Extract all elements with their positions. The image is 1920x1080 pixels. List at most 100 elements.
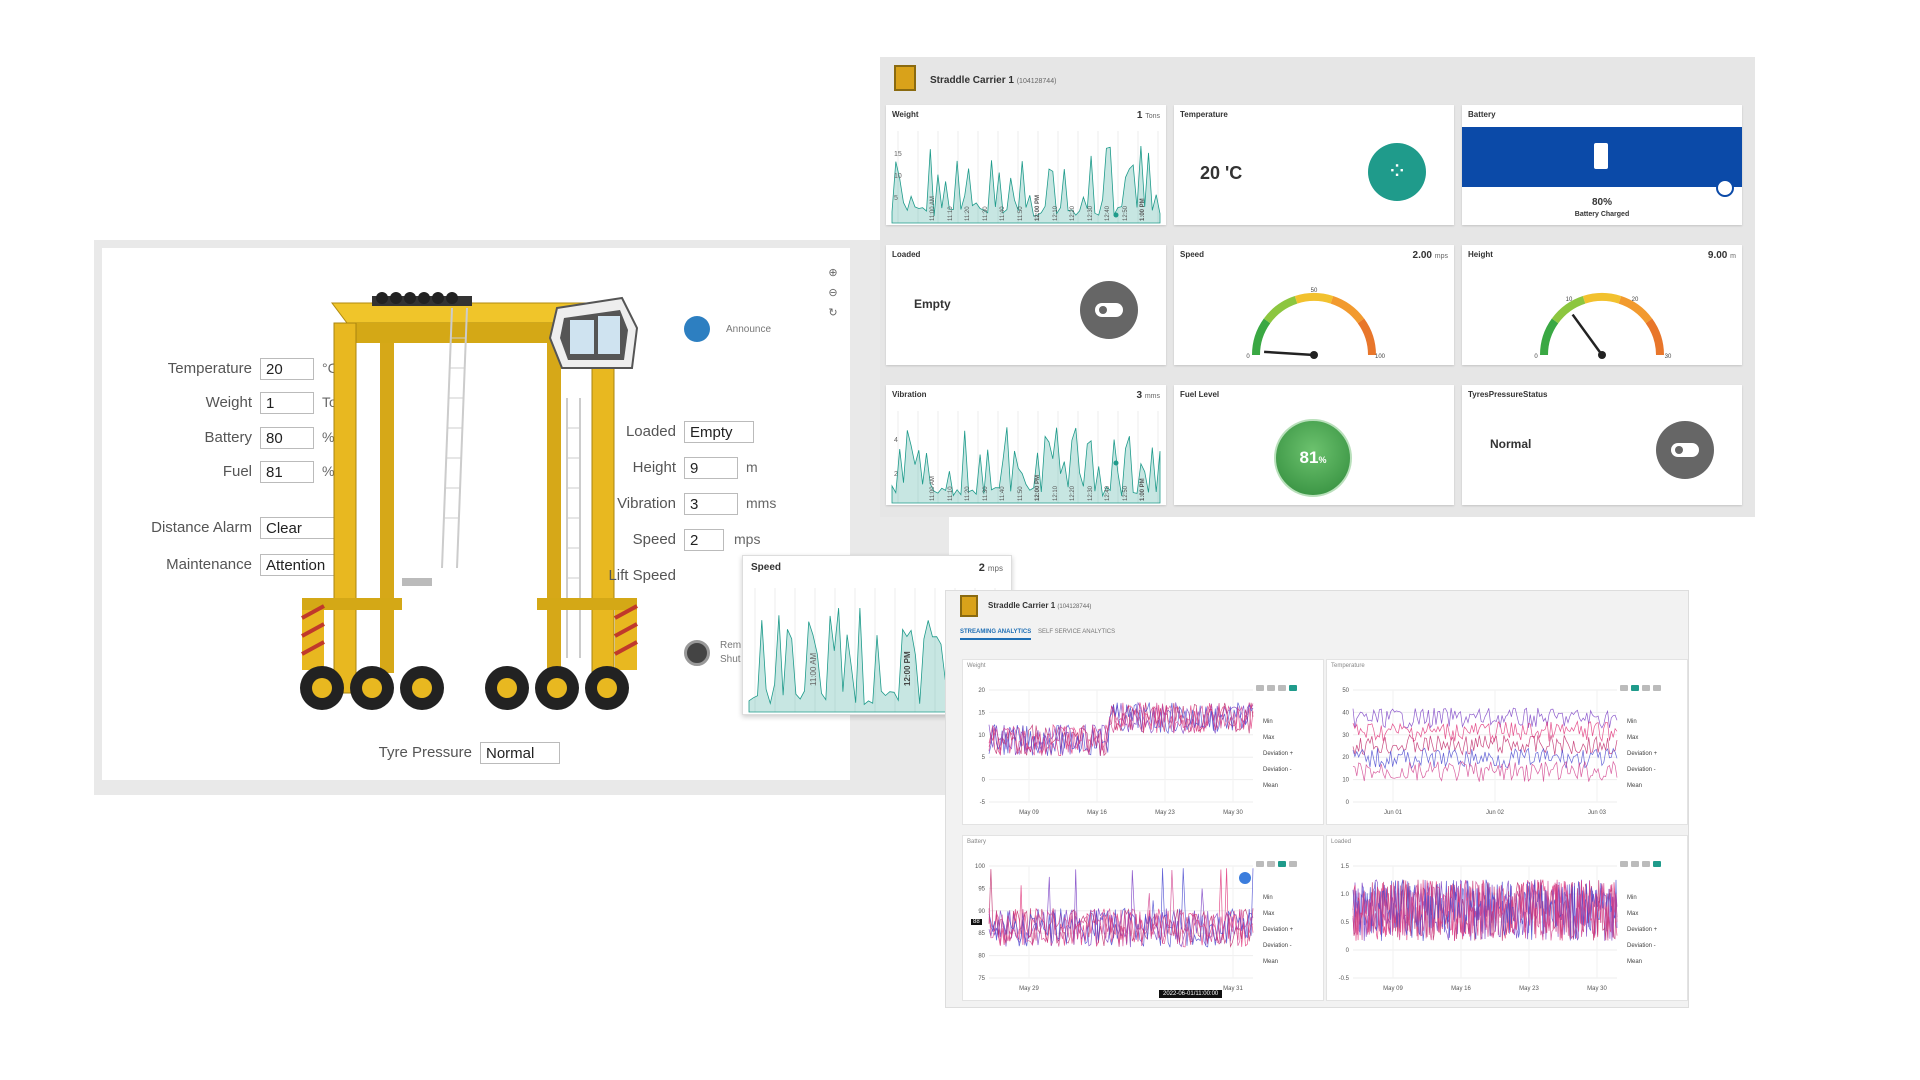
vibration-ytick-2: 2 [894, 471, 898, 478]
weight-card: Weight 1 Tons 15 10 5 11:00 AM 11:10 11:20… [886, 105, 1166, 225]
temperature-field[interactable]: 20 [260, 358, 314, 380]
x-tick-label: May 31 [1223, 986, 1243, 992]
weight-analytics-plot: 20 15 10 5 0 -5 May 09 May 16 May 23 May 30 [978, 688, 1254, 816]
gauge-arc [1252, 318, 1271, 356]
gauge-arc [1618, 296, 1653, 324]
temperature-card: Temperature 20 'C ⁘ [1174, 105, 1454, 225]
dashboard-title-text: Straddle Carrier 1 [930, 75, 1014, 86]
dashboard-id: (104128744) [1016, 78, 1057, 85]
temperature-label: Temperature [167, 360, 252, 377]
battery-legend: Min Max Deviation + Deviation - Mean [1263, 890, 1293, 970]
zoom-out-icon[interactable]: ⊖ [828, 287, 838, 299]
weight-value: 1 [1136, 110, 1143, 121]
speed-popup-sparkline [748, 588, 1006, 713]
weight-ytick-5: 5 [894, 195, 898, 202]
analytics-series [988, 702, 1254, 757]
legend-dev-plus: Deviation + [1627, 751, 1658, 757]
battery-field[interactable]: 80 [260, 427, 314, 449]
weight-card-value: 1 Tons [1137, 110, 1160, 121]
reset-view-icon[interactable]: ↻ [828, 307, 838, 319]
temperature-analytics-chart: Temperature 50 40 30 20 10 0 Jun 01 Jun 02 Jun 0… [1326, 659, 1688, 825]
legend-dev-minus: Deviation - [1263, 943, 1292, 949]
legend-max: Max [1263, 735, 1275, 741]
weight-ytick-15: 15 [894, 151, 902, 158]
battery-analytics-plot: 100 95 90 85 80 75 May 29 May 31 [975, 864, 1254, 992]
battery-chart-tools[interactable] [1253, 854, 1297, 872]
y-tick-label: 0 [1346, 800, 1350, 806]
carrier-logo-icon [894, 65, 916, 91]
speed-card-value: 2.00 mps [1413, 250, 1448, 261]
dashboard-title: Straddle Carrier 1 (104128744) [930, 75, 1056, 86]
loaded-card: Loaded Empty [886, 245, 1166, 365]
power-icon[interactable] [684, 640, 710, 666]
speed-unit: mps [734, 531, 761, 547]
y-tick-label: 0.5 [1341, 920, 1350, 926]
legend-max: Max [1627, 911, 1639, 917]
y-tick-label: 100 [975, 864, 986, 870]
battery-analytics-chart: Battery 100 95 90 85 80 75 May 29 May 31 2022-0… [962, 835, 1324, 1001]
tyres-toggle-icon [1656, 421, 1714, 479]
x-tick-label: May 16 [1451, 986, 1471, 992]
xtick-label: 12:20 [1070, 205, 1076, 221]
analytics-logo-icon [960, 595, 978, 617]
battery-expand-icon[interactable] [1239, 872, 1251, 884]
xtick-label: 12:30 [1087, 205, 1094, 221]
fuel-value: 81 [1299, 448, 1319, 467]
weight-chart-tools[interactable] [1253, 678, 1297, 696]
height-card-value: 9.00 m [1708, 250, 1736, 261]
xtick-label: 12:10 [1052, 205, 1059, 221]
announce-icon[interactable] [684, 316, 710, 342]
temperature-analytics-title: Temperature [1331, 663, 1365, 669]
legend-dev-plus: Deviation + [1627, 927, 1658, 933]
analytics-series [1352, 760, 1618, 782]
loaded-chart-tools[interactable] [1617, 854, 1661, 872]
battery-shield-icon [1716, 179, 1734, 197]
legend-max: Max [1263, 911, 1275, 917]
temperature-legend: Min Max Deviation + Deviation - Mean [1627, 714, 1657, 794]
gauge-tick-label: 10 [1566, 297, 1573, 303]
speed-field[interactable]: 2 [684, 529, 724, 551]
height-field[interactable]: 9 [684, 457, 738, 479]
tab-self-service-analytics[interactable]: SELF SERVICE ANALYTICS [1038, 629, 1116, 635]
tab-streaming-analytics[interactable]: STREAMING ANALYTICS [960, 629, 1032, 640]
legend-min: Min [1627, 895, 1637, 901]
weight-analytics-chart: Weight 20 15 10 5 0 -5 May 09 May 16 May 23 May 3… [962, 659, 1324, 825]
x-tick-label: May 23 [1155, 810, 1175, 816]
temperature-fan-icon: ⁘ [1368, 143, 1426, 201]
analytics-title: Straddle Carrier 1 (104128744) [988, 601, 1091, 610]
weight-field[interactable]: 1 [260, 392, 314, 414]
speed-popup-number: 2 [978, 562, 985, 574]
distance-alarm-field[interactable]: Clear [260, 517, 338, 539]
fuel-unit: % [322, 463, 335, 479]
temperature-chart-tools[interactable] [1617, 678, 1661, 696]
tyres-card-value: Normal [1490, 437, 1532, 451]
legend-max: Max [1627, 735, 1639, 741]
x-tick-label: May 29 [1019, 986, 1039, 992]
x-tick-label: May 16 [1087, 810, 1107, 816]
xtick-label: 12:30 [1087, 485, 1094, 501]
loaded-card-value: Empty [914, 297, 951, 311]
tyre-pressure-field[interactable]: Normal [480, 742, 560, 764]
xtick-label: 11:00 AM [930, 196, 936, 221]
vibration-field[interactable]: 3 [684, 493, 738, 515]
gauge-arc [1294, 293, 1334, 304]
xtick-label: 11:20 [965, 206, 971, 221]
y-tick-label: -0.5 [1339, 976, 1350, 982]
loaded-field[interactable]: Empty [684, 421, 754, 443]
straddle-carrier-illustration [300, 292, 639, 710]
shutdown-label: Shut [720, 654, 741, 665]
vibration-label: Vibration [617, 495, 676, 512]
analytics-series [1352, 707, 1618, 729]
legend-min: Min [1263, 719, 1273, 725]
fuel-field[interactable]: 81 [260, 461, 314, 483]
height-gauge: 0 10 20 30 [1534, 293, 1672, 360]
vibration-unit-label: mms [1144, 393, 1160, 400]
zoom-in-icon[interactable]: ⊕ [828, 267, 838, 279]
battery-y-marker: 88 [971, 919, 982, 925]
y-tick-label: 85 [978, 931, 985, 937]
sparkline-series [891, 427, 1161, 504]
battery-icon [1594, 143, 1608, 169]
speed-card: Speed 2.00 mps 0 50 100 [1174, 245, 1454, 365]
y-tick-label: 0 [982, 778, 986, 784]
weight-card-title: Weight [892, 110, 919, 119]
